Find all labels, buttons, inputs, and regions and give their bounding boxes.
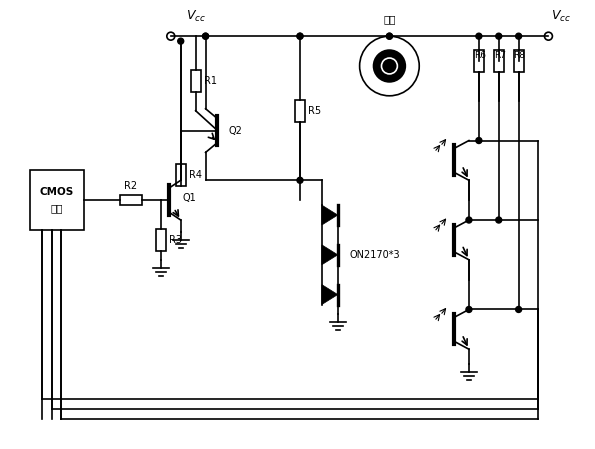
Text: 微机: 微机 [51, 203, 63, 213]
Polygon shape [322, 245, 338, 265]
Circle shape [476, 33, 482, 39]
Text: R5: R5 [308, 106, 321, 116]
Text: R7: R7 [494, 51, 506, 60]
Circle shape [297, 33, 303, 39]
Bar [190, 70, 201, 92]
Bar [30, 170, 84, 230]
Bar [494, 50, 504, 72]
Text: 转子: 转子 [383, 14, 396, 24]
Text: R3: R3 [169, 235, 182, 245]
Circle shape [202, 33, 209, 39]
Bar [176, 164, 186, 186]
Polygon shape [322, 205, 338, 225]
Circle shape [297, 177, 303, 183]
Text: R6: R6 [474, 51, 486, 60]
Circle shape [466, 217, 472, 223]
Circle shape [516, 307, 522, 313]
Text: R8: R8 [513, 51, 525, 60]
Text: R4: R4 [189, 170, 202, 180]
Circle shape [178, 38, 184, 44]
Text: CMOS: CMOS [40, 187, 74, 197]
Circle shape [496, 217, 502, 223]
Circle shape [386, 33, 393, 39]
Circle shape [496, 33, 502, 39]
Circle shape [374, 50, 405, 82]
Text: Q1: Q1 [183, 193, 196, 203]
Bar [156, 229, 166, 251]
Bar [474, 50, 484, 72]
Bar [513, 50, 524, 72]
Circle shape [202, 33, 209, 39]
Text: R1: R1 [203, 76, 217, 86]
Text: R2: R2 [124, 181, 137, 191]
Text: $V_{cc}$: $V_{cc}$ [186, 9, 206, 24]
Bar [120, 195, 142, 205]
Circle shape [476, 137, 482, 144]
Circle shape [516, 33, 522, 39]
Circle shape [297, 33, 303, 39]
Text: ON2170*3: ON2170*3 [350, 250, 400, 260]
Circle shape [466, 307, 472, 313]
Circle shape [386, 33, 393, 39]
Text: $V_{cc}$: $V_{cc}$ [552, 9, 571, 24]
Polygon shape [322, 285, 338, 304]
Text: Q2: Q2 [228, 126, 242, 136]
Bar [295, 100, 305, 122]
